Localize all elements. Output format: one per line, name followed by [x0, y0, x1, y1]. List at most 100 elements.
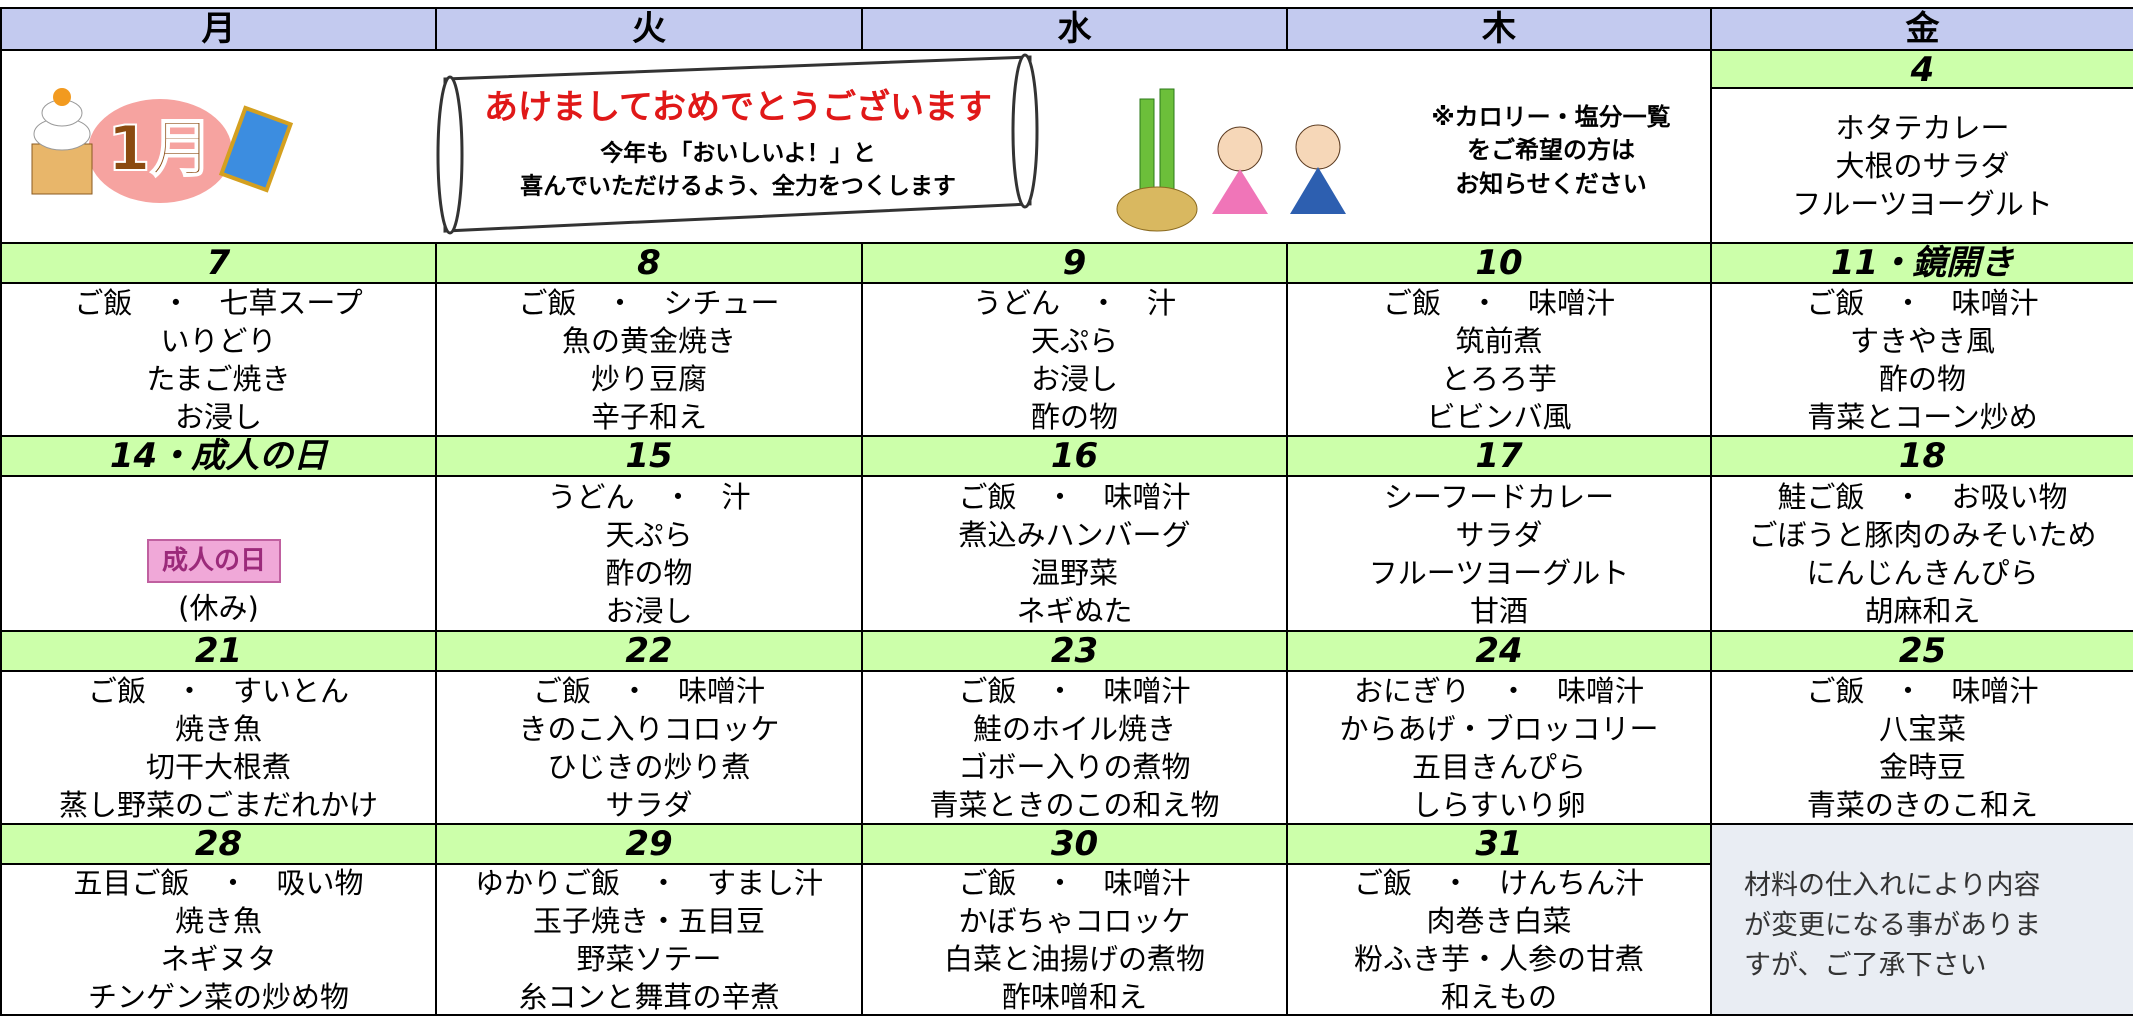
menu-item: うどん ・ 汁 — [547, 479, 751, 514]
menu-cell: 鮭ご飯 ・ お吸い物 ごぼうと豚肉のみそいため にんじんきんぴら 胡麻和え — [1710, 475, 2133, 632]
menu-item: フルーツヨーグルト — [1368, 555, 1630, 590]
date-bar: 16 — [861, 435, 1288, 477]
date-bar: 7 — [0, 242, 437, 284]
menu-item: 辛子和え — [590, 399, 707, 434]
date-bar: 23 — [861, 630, 1288, 672]
date-bar: 30 — [861, 823, 1288, 865]
menu-cell: ご飯 ・ すいとん 焼き魚 切干大根煮 蒸し野菜のごまだれかけ — [0, 670, 437, 825]
menu-item: サラダ — [1455, 517, 1543, 552]
note-line: が変更になる事がありま — [1744, 910, 2041, 941]
menu-item: お浸し — [1030, 361, 1118, 396]
child-kimono — [1290, 167, 1346, 214]
menu-item: しらすいり卵 — [1412, 787, 1586, 822]
note-cell: 材料の仕入れにより内容 が変更になる事がありま すが、ご了承下さい — [1710, 823, 2133, 1016]
date-bar: 21 — [0, 630, 437, 672]
menu-item: 酢の物 — [1878, 361, 1966, 396]
menu-item: ひじきの炒り煮 — [547, 749, 751, 784]
menu-item: うどん ・ 汁 — [972, 285, 1176, 320]
menu-cell: おにぎり ・ 味噌汁 からあげ・ブロッコリー 五目きんぴら しらすいり卵 — [1286, 670, 1712, 825]
kagami-stand — [31, 143, 93, 195]
weekday-header: 金 — [1710, 7, 2133, 51]
menu-item: ゴボー入りの煮物 — [958, 749, 1191, 784]
date-bar: 29 — [435, 823, 863, 865]
menu-item: 八宝菜 — [1878, 711, 1966, 746]
hagoita — [218, 105, 294, 193]
menu-item: ご飯 ・ けんちん汁 — [1353, 865, 1644, 900]
menu-item: ご飯 ・ シチュー — [518, 285, 780, 320]
menu-item: 玉子焼き・五目豆 — [532, 903, 765, 938]
menu-item: 五目ご飯 ・ 吸い物 — [73, 865, 364, 900]
menu-item: ビビンバ風 — [1426, 399, 1572, 434]
menu-item: サラダ — [605, 787, 693, 822]
menu-item: ホタテカレー — [1835, 110, 2010, 145]
notice-line: お知らせください — [1455, 170, 1647, 198]
kadomatsu-base — [1116, 186, 1198, 232]
menu-item: ご飯 ・ 味噌汁 — [532, 673, 765, 708]
scroll-roll — [1011, 53, 1039, 209]
menu-item: ご飯 ・ 味噌汁 — [1382, 285, 1615, 320]
menu-item: 青菜とコーン炒め — [1807, 399, 2038, 434]
menu-cell: ご飯 ・ 味噌汁 すきやき風 酢の物 青菜とコーン炒め — [1710, 282, 2133, 437]
date-bar: 8 — [435, 242, 863, 284]
date-bar: 31 — [1286, 823, 1712, 865]
menu-item: ネギヌタ — [160, 941, 277, 976]
menu-item: ごぼうと豚肉のみそいため — [1748, 517, 2097, 552]
weekday-header: 火 — [435, 7, 863, 51]
menu-item: 温野菜 — [1030, 555, 1118, 590]
menu-item: 野菜ソテー — [576, 941, 722, 976]
menu-item: 煮込みハンバーグ — [958, 517, 1191, 552]
menu-item: 炒り豆腐 — [590, 361, 707, 396]
menu-item: たまご焼き — [146, 361, 291, 396]
note-line: 材料の仕入れにより内容 — [1744, 870, 2041, 901]
date-bar: 24 — [1286, 630, 1712, 672]
menu-item: フルーツヨーグルト — [1792, 186, 2053, 221]
menu-item: お浸し — [174, 399, 262, 434]
menu-item: ご飯 ・ 味噌汁 — [958, 673, 1191, 708]
weekday-header: 月 — [0, 7, 437, 51]
greeting-line: 今年も「おいしいよ！」と — [600, 140, 876, 167]
date-bar: 11・鏡開き — [1710, 242, 2133, 284]
menu-cell: シーフードカレー サラダ フルーツヨーグルト 甘酒 — [1286, 475, 1712, 632]
menu-item: 切干大根煮 — [145, 749, 291, 784]
intro-art: 1月 あけましておめでとうございます 今年も「おいしいよ！」と 喜んでいただける… — [31, 53, 1671, 235]
menu-item: ご飯 ・ 味噌汁 — [1806, 673, 2039, 708]
date-bar: 17 — [1286, 435, 1712, 477]
menu-item: 肉巻き白菜 — [1426, 903, 1572, 938]
menu-item: 和えもの — [1440, 979, 1557, 1014]
menu-item: 酢味噌和え — [1001, 979, 1147, 1014]
menu-cell: ご飯 ・ 七草スープ いりどり たまご焼き お浸し — [0, 282, 437, 437]
menu-item: 天ぷら — [1030, 323, 1118, 358]
menu-item: ご飯 ・ 味噌汁 — [1806, 285, 2039, 320]
menu-item: 蒸し野菜のごまだれかけ — [58, 787, 378, 822]
weekday-header: 水 — [861, 7, 1288, 51]
notice-line: ※カロリー・塩分一覧 — [1431, 103, 1670, 131]
menu-item: 鮭のホイル焼き — [972, 711, 1176, 746]
menu-item: 鮭ご飯 ・ お吸い物 — [1777, 479, 2068, 514]
child-face — [1217, 126, 1263, 172]
menu-item: 粉ふき芋・人参の甘煮 — [1353, 941, 1644, 976]
menu-item: からあげ・ブロッコリー — [1339, 711, 1659, 746]
menu-item: 白菜と油揚げの煮物 — [943, 941, 1205, 976]
menu-item: 糸コンと舞茸の辛煮 — [518, 979, 780, 1014]
date-bar: 28 — [0, 823, 437, 865]
date-bar: 18 — [1710, 435, 2133, 477]
date-bar: 10 — [1286, 242, 1712, 284]
menu-cell: 成人の日 (休み) — [0, 475, 437, 632]
date-bar: 14・成人の日 — [0, 435, 437, 477]
menu-item: 青菜のきのこ和え — [1806, 787, 2039, 822]
menu-item: 胡麻和え — [1864, 593, 1981, 628]
menu-item: きのこ入りコロッケ — [518, 711, 780, 746]
menu-item: 天ぷら — [605, 517, 693, 552]
child-face — [1295, 124, 1341, 170]
menu-cell: ご飯 ・ 味噌汁 煮込みハンバーグ 温野菜 ネギぬた — [861, 475, 1288, 632]
menu-item: すきやき風 — [1849, 323, 1995, 358]
menu-item: 筑前煮 — [1455, 323, 1543, 358]
date-bar: 22 — [435, 630, 863, 672]
menu-cell: うどん ・ 汁天ぷら お浸し 酢の物 — [861, 282, 1288, 437]
menu-cell: ご飯 ・ 味噌汁 八宝菜 金時豆 青菜のきのこ和え — [1710, 670, 2133, 825]
menu-item: とろろ芋 — [1440, 361, 1557, 396]
menu-item: ご飯 ・ 七草スープ — [74, 285, 363, 320]
menu-item: お浸し — [605, 593, 693, 628]
menu-item: 焼き魚 — [174, 711, 262, 746]
